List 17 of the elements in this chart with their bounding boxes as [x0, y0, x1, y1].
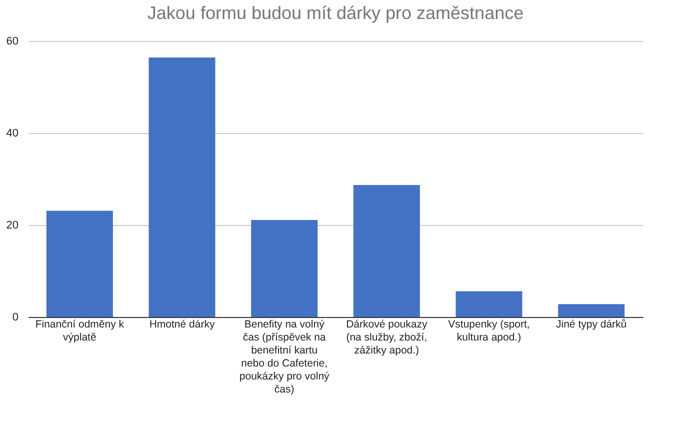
- chart-title: Jakou formu budou mít dárky pro zaměstnance: [147, 3, 524, 23]
- x-tick-label: Benefity na volný čas (příspěvek na benefitní kartu nebo do Cafeterie, poukázky pro volný čas): [239, 318, 330, 396]
- x-tick-label: Hmotné dárky: [149, 318, 216, 330]
- bar: [353, 184, 420, 317]
- bar: [251, 220, 318, 317]
- y-tick-label: 0: [12, 312, 18, 324]
- y-tick-label: 60: [6, 36, 18, 48]
- bar: [456, 291, 522, 317]
- y-tick-label: 40: [6, 128, 18, 140]
- x-tick-label: Dárkové poukazy (na služby, zboží, zážitky apod.): [346, 318, 428, 356]
- x-tick-label: Jiné typy dárků: [556, 318, 627, 330]
- bar: [148, 58, 216, 317]
- x-tick-label: Finanční odměny k výplatě: [35, 318, 125, 344]
- y-tick-label: 20: [6, 220, 18, 232]
- bar: [558, 304, 625, 317]
- bar: [46, 210, 113, 317]
- x-tick-label: Vstupenky (sport, kultura apod.): [448, 318, 530, 344]
